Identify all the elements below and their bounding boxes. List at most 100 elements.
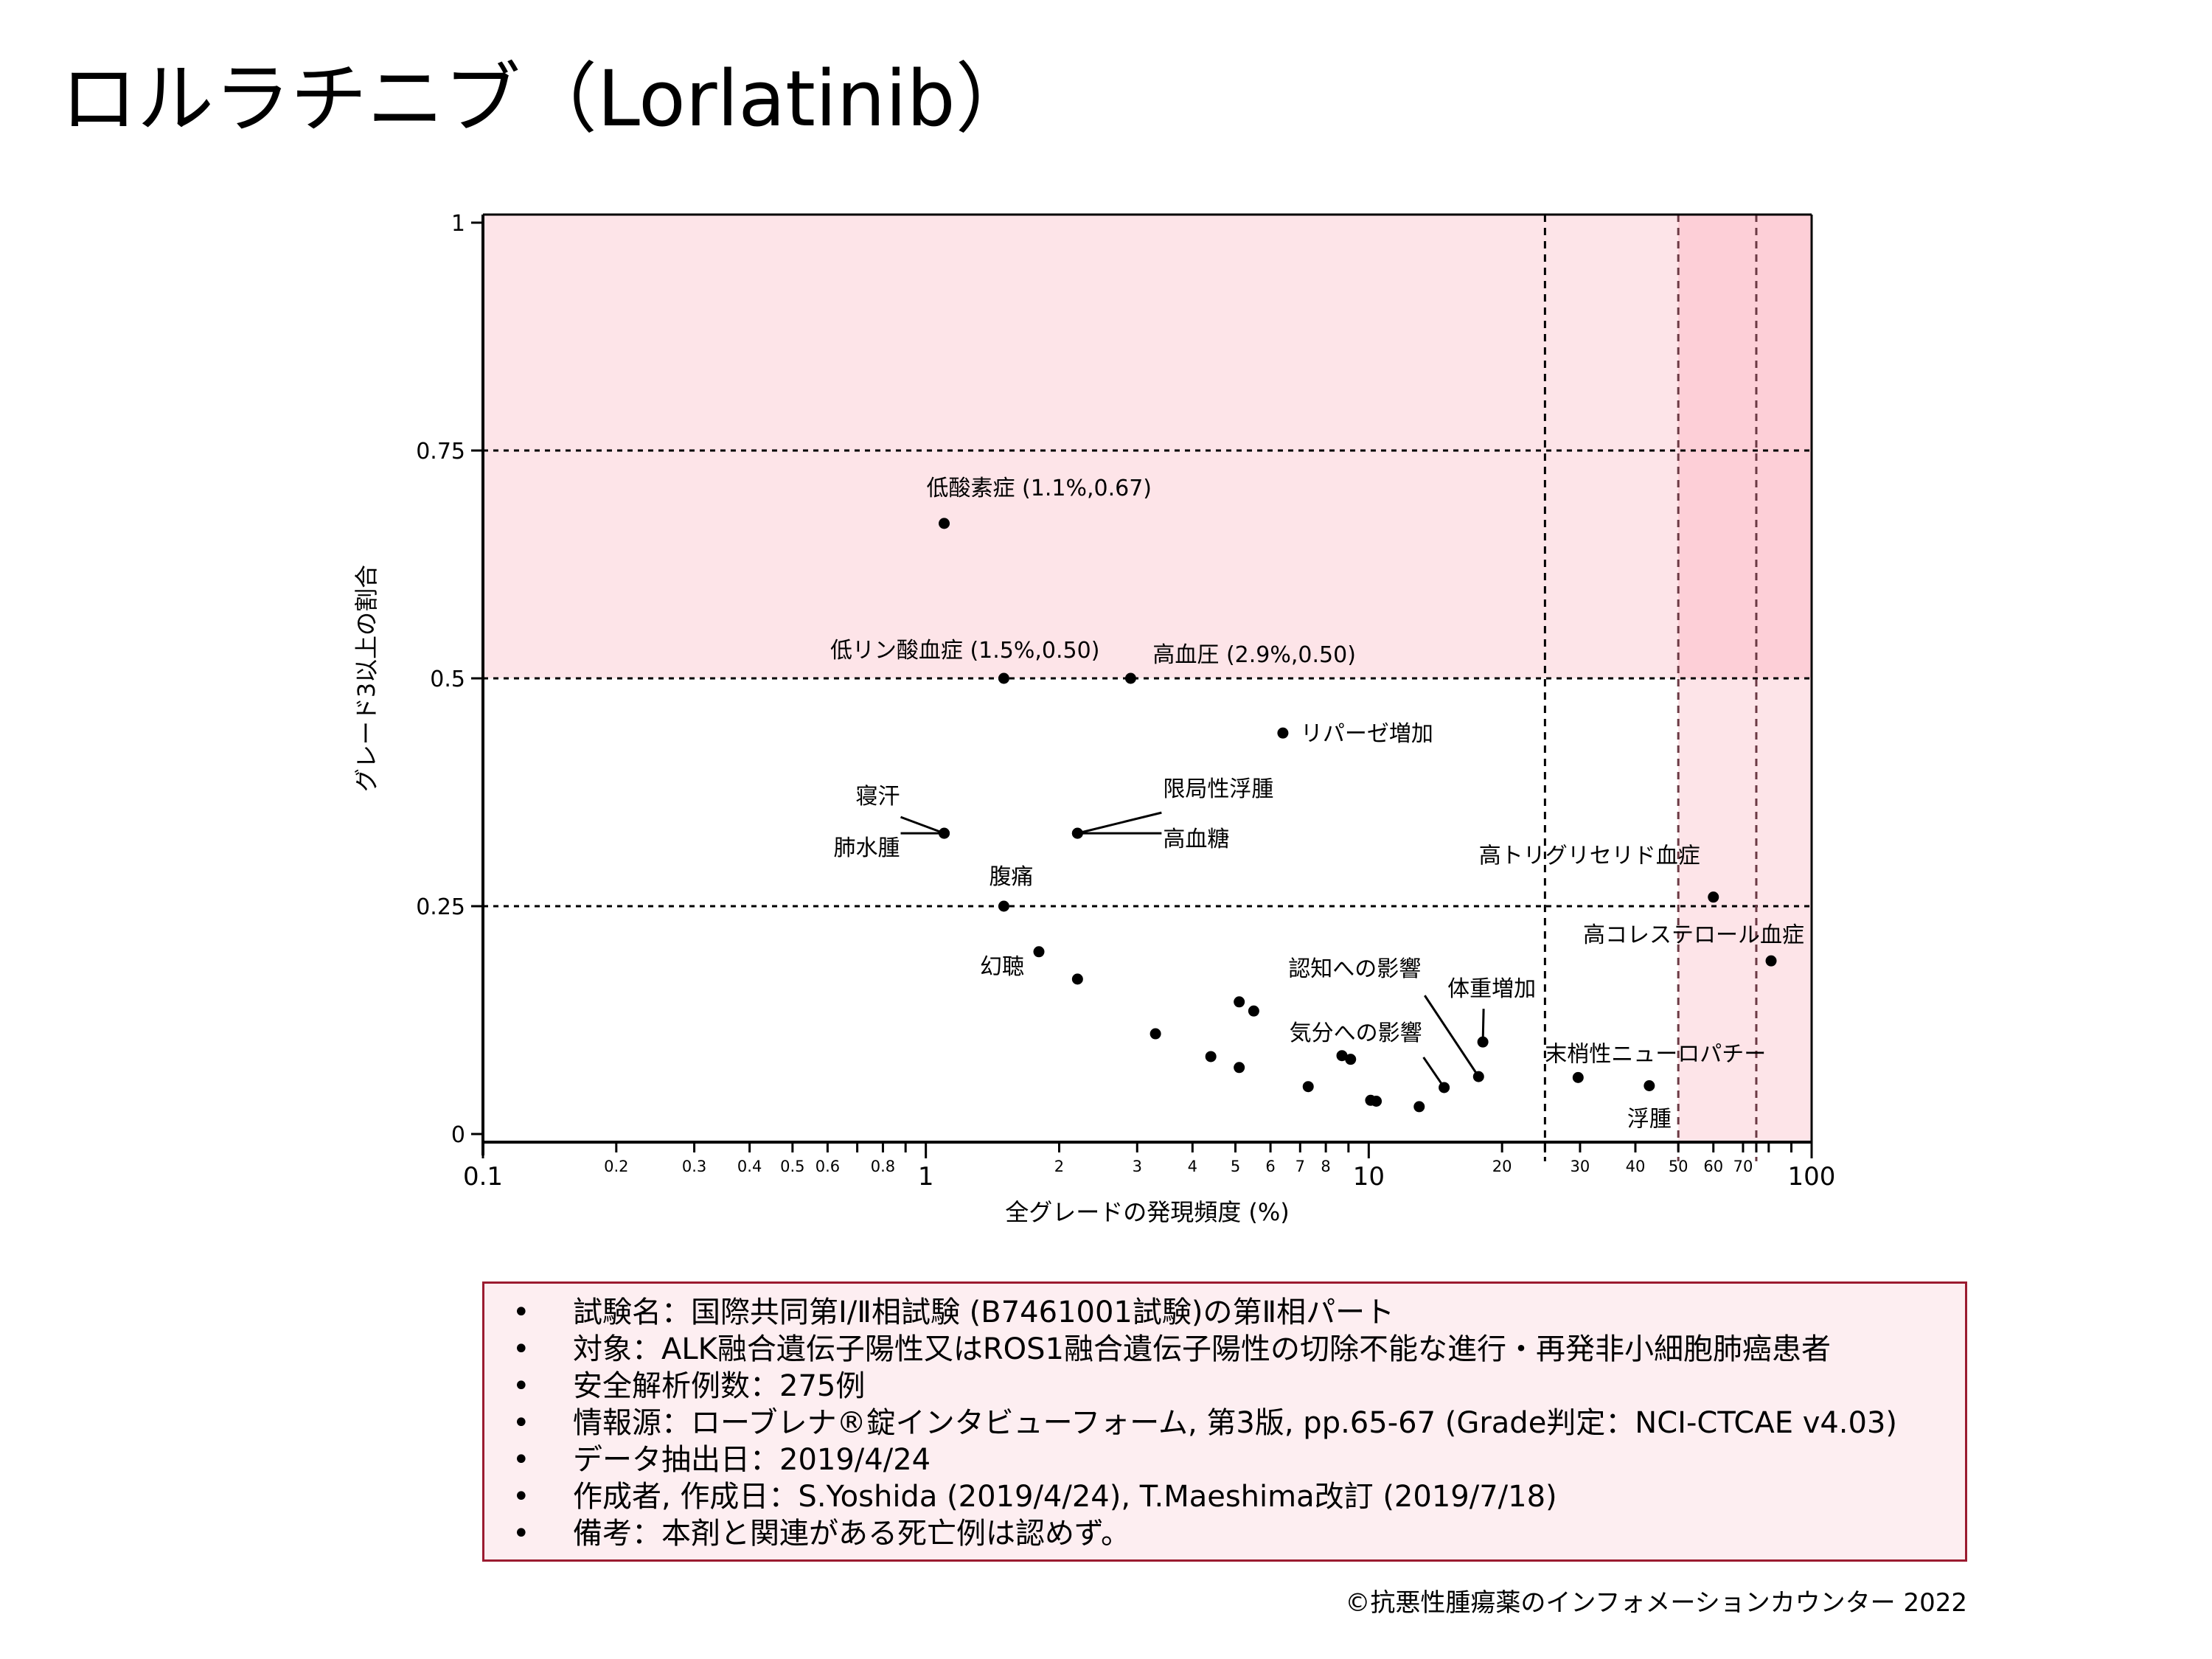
point-label: 浮腫 [1627, 1106, 1672, 1132]
data-point [1071, 973, 1083, 985]
x-minor-tick-label: 7 [1295, 1158, 1305, 1175]
x-minor-tick-label: 8 [1321, 1158, 1330, 1175]
point-label: 低リン酸血症 (1.5%,0.50) [830, 638, 1100, 664]
y-tick-label: 0.5 [430, 667, 465, 692]
data-point [1150, 1028, 1161, 1040]
bullet-icon: • [512, 1332, 530, 1366]
info-text: 対象：ALK融合遺伝子陽性又はROS1融合遺伝子陽性の切除不能な進行・再発非小細… [573, 1332, 1831, 1366]
x-minor-tick-label: 0.8 [871, 1158, 895, 1175]
data-point [1234, 996, 1245, 1008]
info-text: 情報源：ローブレナ®錠インタビューフォーム, 第3版, pp.65-67 (Gr… [573, 1406, 1898, 1440]
bullet-icon: • [512, 1517, 530, 1551]
data-point [939, 518, 950, 529]
data-point [1413, 1101, 1425, 1113]
data-point [1477, 1036, 1489, 1048]
point-label: 寝汗 [856, 784, 900, 810]
data-point [1345, 1054, 1357, 1065]
x-minor-tick-label: 0.5 [780, 1158, 804, 1175]
x-minor-tick-label: 70 [1733, 1158, 1753, 1175]
shaded-overlap [1678, 215, 1812, 678]
shaded-region [483, 215, 1812, 678]
point-label: 高血糖 [1163, 827, 1229, 852]
data-point [1277, 727, 1289, 739]
info-item-target: • 対象：ALK融合遺伝子陽性又はROS1融合遺伝子陽性の切除不能な進行・再発非小… [499, 1331, 1950, 1368]
info-text: 作成者, 作成日：S.Yoshida (2019/4/24), T.Maeshi… [573, 1480, 1557, 1514]
data-point [1248, 1005, 1259, 1017]
info-item-author: • 作成者, 作成日：S.Yoshida (2019/4/24), T.Maesh… [499, 1478, 1950, 1515]
leader-lines [900, 811, 1485, 1088]
data-point [1371, 1096, 1382, 1107]
y-tick-label: 0 [451, 1122, 465, 1148]
data-point [1336, 1050, 1348, 1062]
point-label: 高コレステロール血症 [1583, 922, 1804, 948]
point-label: 高トリグリセリド血症 [1479, 844, 1700, 869]
data-point [1071, 827, 1083, 839]
y-tick-label: 0.25 [416, 894, 465, 920]
data-point [1033, 946, 1045, 958]
x-minor-tick-label: 3 [1133, 1158, 1142, 1175]
leader-line [900, 815, 945, 835]
point-label: 肺水腫 [834, 835, 900, 861]
x-minor-tick-label: 5 [1231, 1158, 1240, 1175]
study-info-list: • 試験名：国際共同第Ⅰ/Ⅱ相試験 (B7461001試験)の第Ⅱ相パート • 対象… [499, 1294, 1950, 1552]
x-minor-tick-label: 0.2 [604, 1158, 628, 1175]
gridlines [483, 215, 1812, 1161]
point-label: 気分への影響 [1290, 1020, 1422, 1046]
x-major-tick-label: 1 [918, 1162, 934, 1192]
data-point [1124, 672, 1136, 684]
page-title: ロルラチニブ（Lorlatinib） [60, 54, 1032, 144]
x-minor-tick-label: 0.3 [682, 1158, 706, 1175]
info-text: 安全解析例数：275例 [573, 1369, 866, 1403]
bullet-icon: • [512, 1443, 530, 1477]
x-minor-tick-label: 30 [1571, 1158, 1590, 1175]
study-info-box: • 試験名：国際共同第Ⅰ/Ⅱ相試験 (B7461001試験)の第Ⅱ相パート • 対象… [482, 1281, 1967, 1562]
info-text: 備考：本剤と関連がある死亡例は認めず。 [573, 1517, 1130, 1551]
data-points [939, 518, 1777, 1113]
bullet-icon: • [512, 1406, 530, 1440]
x-minor-tick-label: 4 [1188, 1158, 1197, 1175]
x-minor-tick-label: 6 [1265, 1158, 1275, 1175]
x-minor-tick-label: 0.4 [737, 1158, 762, 1175]
point-label: 認知への影響 [1288, 956, 1421, 982]
x-major-tick-label: 100 [1788, 1162, 1836, 1192]
shaded-regions [483, 215, 1812, 1142]
info-item-date: • データ抽出日：2019/4/24 [499, 1441, 1950, 1478]
y-tick-label: 1 [451, 211, 465, 237]
leader-line [1422, 1057, 1445, 1088]
point-label: 腹痛 [989, 864, 1033, 890]
data-point [1234, 1062, 1245, 1074]
data-point [1302, 1081, 1314, 1093]
info-item-trial: • 試験名：国際共同第Ⅰ/Ⅱ相試験 (B7461001試験)の第Ⅱ相パート [499, 1294, 1950, 1331]
data-point [1644, 1079, 1655, 1091]
data-point [1708, 891, 1719, 903]
point-label: 体重増加 [1447, 976, 1536, 1002]
info-item-sample: • 安全解析例数：275例 [499, 1368, 1950, 1405]
x-minor-tick-label: 0.6 [815, 1158, 840, 1175]
x-minor-tick-label: 2 [1054, 1158, 1064, 1175]
x-minor-tick-label: 60 [1703, 1158, 1723, 1175]
x-minor-tick-label: 50 [1669, 1158, 1688, 1175]
leader-line [1424, 995, 1480, 1077]
info-text: 試験名：国際共同第Ⅰ/Ⅱ相試験 (B7461001試験)の第Ⅱ相パート [573, 1295, 1395, 1329]
x-major-tick-label: 10 [1353, 1162, 1385, 1192]
point-label: 限局性浮腫 [1163, 776, 1273, 802]
x-major-tick-label: 0.1 [463, 1162, 503, 1192]
x-axis-label: 全グレードの発現頻度 (%) [1005, 1198, 1290, 1226]
data-point [1472, 1071, 1484, 1082]
x-minor-tick-label: 40 [1626, 1158, 1646, 1175]
info-text: データ抽出日：2019/4/24 [573, 1443, 931, 1477]
info-item-note: • 備考：本剤と関連がある死亡例は認めず。 [499, 1515, 1950, 1552]
scatter-chart: 0 0.25 0.5 0.75 1 0.1 1 10 100 0.2 0.3 0.4 0.5 0.6 0.8… [352, 211, 1835, 1226]
tick-marks: 0 0.25 0.5 0.75 1 0.1 1 10 100 0.2 0.3 0.4 0.5 0.6 0.8… [416, 211, 1835, 1192]
point-label: リパーゼ増加 [1301, 721, 1433, 747]
info-item-source: • 情報源：ローブレナ®錠インタビューフォーム, 第3版, pp.65-67 (G… [499, 1405, 1950, 1441]
data-point [1572, 1071, 1584, 1083]
point-label: 末梢性ニューロパチー [1545, 1041, 1766, 1067]
data-point [1439, 1082, 1450, 1093]
point-label: 低酸素症 (1.1%,0.67) [927, 476, 1152, 501]
data-point [939, 827, 950, 839]
point-label: 高血圧 (2.9%,0.50) [1152, 642, 1356, 668]
copyright-footer: ©抗悪性腫瘍薬のインフォメーションカウンター 2022 [1345, 1588, 1967, 1618]
data-point [1765, 955, 1777, 967]
bullet-icon: • [512, 1295, 530, 1329]
